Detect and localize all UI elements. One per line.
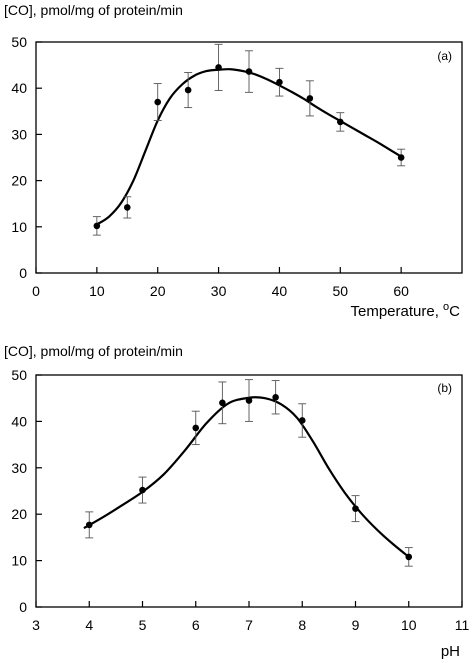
- data-point: [298, 417, 306, 424]
- data-point: [85, 521, 93, 529]
- y-tick-label: 0: [19, 265, 27, 281]
- data-point: [123, 204, 131, 211]
- plot-frame: [35, 41, 463, 274]
- x-tick-label: 10: [401, 617, 417, 633]
- data-point: [397, 154, 405, 161]
- x-tick-label: 10: [89, 283, 105, 299]
- x-tick-label: 50: [332, 283, 348, 299]
- data-point: [93, 222, 101, 230]
- x-axis-title: Temperature, oC: [350, 301, 460, 320]
- data-point: [154, 98, 162, 106]
- x-tick-label: 8: [298, 617, 306, 633]
- data-point: [352, 505, 359, 512]
- x-tick-label: 30: [211, 283, 227, 299]
- y-tick-label: 20: [11, 173, 27, 189]
- chart-panel-a: 0 10 20 30 40 50 0 10 20 30 40 50 60 (a) Temperature, …: [11, 34, 463, 320]
- y-tick-label: 30: [11, 126, 27, 142]
- data-point: [336, 118, 344, 126]
- y-tick-label: 40: [11, 80, 27, 96]
- y-tick-label: 50: [11, 34, 27, 50]
- y-tick-label: 20: [11, 506, 27, 522]
- chart-panel-b: 0 10 20 30 40 50 3 4 5 6 7 8 9 10 11 (b) pH: [11, 367, 469, 660]
- x-tick-label: 6: [192, 617, 200, 633]
- data-point: [272, 393, 279, 401]
- panel-label: (a): [437, 49, 452, 63]
- x-tick-label: 20: [150, 283, 166, 299]
- y-tick-label: 0: [19, 599, 27, 615]
- y-tick-label: 50: [11, 367, 27, 383]
- x-tick-label: 4: [85, 617, 93, 633]
- y-axis-title-a: [CO], pmol/mg of protein/min: [4, 2, 183, 18]
- x-tick-label: 0: [32, 283, 40, 299]
- y-tick-label: 10: [11, 219, 27, 235]
- y-axis-title-b: [CO], pmol/mg of protein/min: [4, 343, 183, 359]
- x-axis-title: pH: [441, 643, 460, 660]
- data-point: [139, 486, 146, 494]
- data-point: [219, 399, 226, 407]
- data-point: [306, 95, 314, 102]
- data-point: [192, 424, 200, 432]
- x-tick-label: 9: [352, 617, 360, 633]
- x-tick-label: 3: [32, 617, 40, 633]
- x-tick-label: 40: [272, 283, 288, 299]
- data-point: [245, 68, 253, 75]
- data-point: [245, 397, 253, 404]
- y-tick-label: 10: [11, 553, 27, 569]
- x-tick-label: 7: [245, 617, 253, 633]
- data-point: [184, 86, 192, 94]
- y-tick-label: 40: [11, 413, 27, 429]
- panel-label: (b): [437, 381, 452, 395]
- x-tick-label: 60: [393, 283, 409, 299]
- data-point: [215, 64, 222, 71]
- y-tick-label: 30: [11, 460, 27, 476]
- x-tick-label: 5: [139, 617, 147, 633]
- data-point: [276, 78, 283, 86]
- data-point: [405, 553, 413, 561]
- x-tick-label: 11: [455, 617, 470, 633]
